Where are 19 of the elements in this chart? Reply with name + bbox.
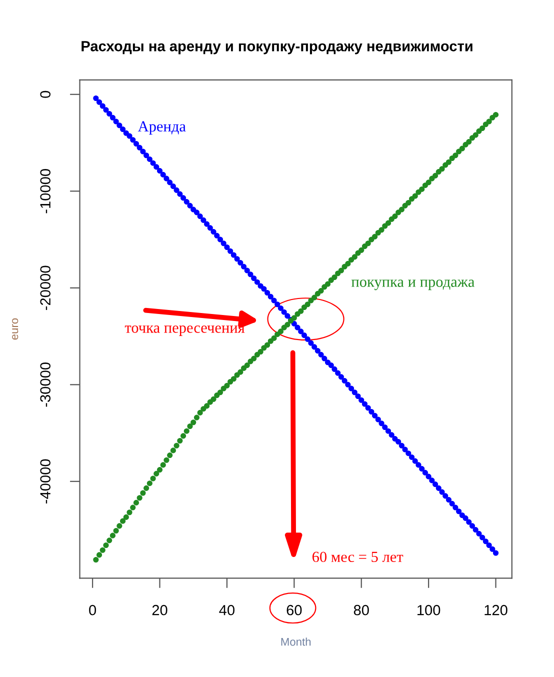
annotation: Аренда	[138, 121, 186, 135]
x-axis-title: Month	[281, 638, 311, 646]
y-axis-title: euro	[12, 318, 18, 340]
y-tick-label: -40000	[40, 459, 51, 504]
annotation: точка пересечения	[124, 325, 245, 336]
annotation: 60 мес = 5 лет	[312, 552, 404, 562]
x-tick-label: 20	[152, 604, 168, 616]
y-tick-label: -30000	[40, 362, 51, 407]
x-tick-label: 100	[418, 604, 440, 616]
chart-title: Расходы на аренду и покупку-продажу недвижимости	[82, 41, 472, 54]
x-tick-label: 40	[219, 604, 234, 616]
annotation: покупка и продажа	[351, 280, 474, 290]
x-tick-label: 120	[484, 604, 508, 616]
x-tick-label: 0	[89, 604, 96, 616]
y-tick-label: -10000	[40, 169, 51, 214]
y-tick-label: -20000	[40, 266, 51, 310]
x-tick-label: 80	[354, 604, 369, 616]
x-tick-label: 60	[286, 604, 302, 616]
y-tick-label: 0	[40, 90, 51, 98]
